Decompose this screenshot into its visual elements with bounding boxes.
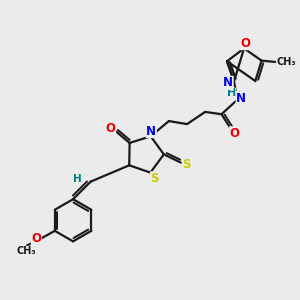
Text: N: N (223, 76, 233, 89)
Text: CH₃: CH₃ (276, 57, 296, 67)
Text: O: O (230, 127, 240, 140)
Text: O: O (106, 122, 116, 135)
Text: N: N (146, 124, 156, 137)
Text: O: O (241, 37, 250, 50)
Text: N: N (236, 92, 246, 105)
Text: H: H (226, 88, 236, 98)
Text: CH₃: CH₃ (16, 246, 36, 256)
Text: H: H (73, 174, 82, 184)
Text: S: S (151, 172, 159, 185)
Text: S: S (182, 158, 191, 171)
Text: O: O (32, 232, 41, 245)
